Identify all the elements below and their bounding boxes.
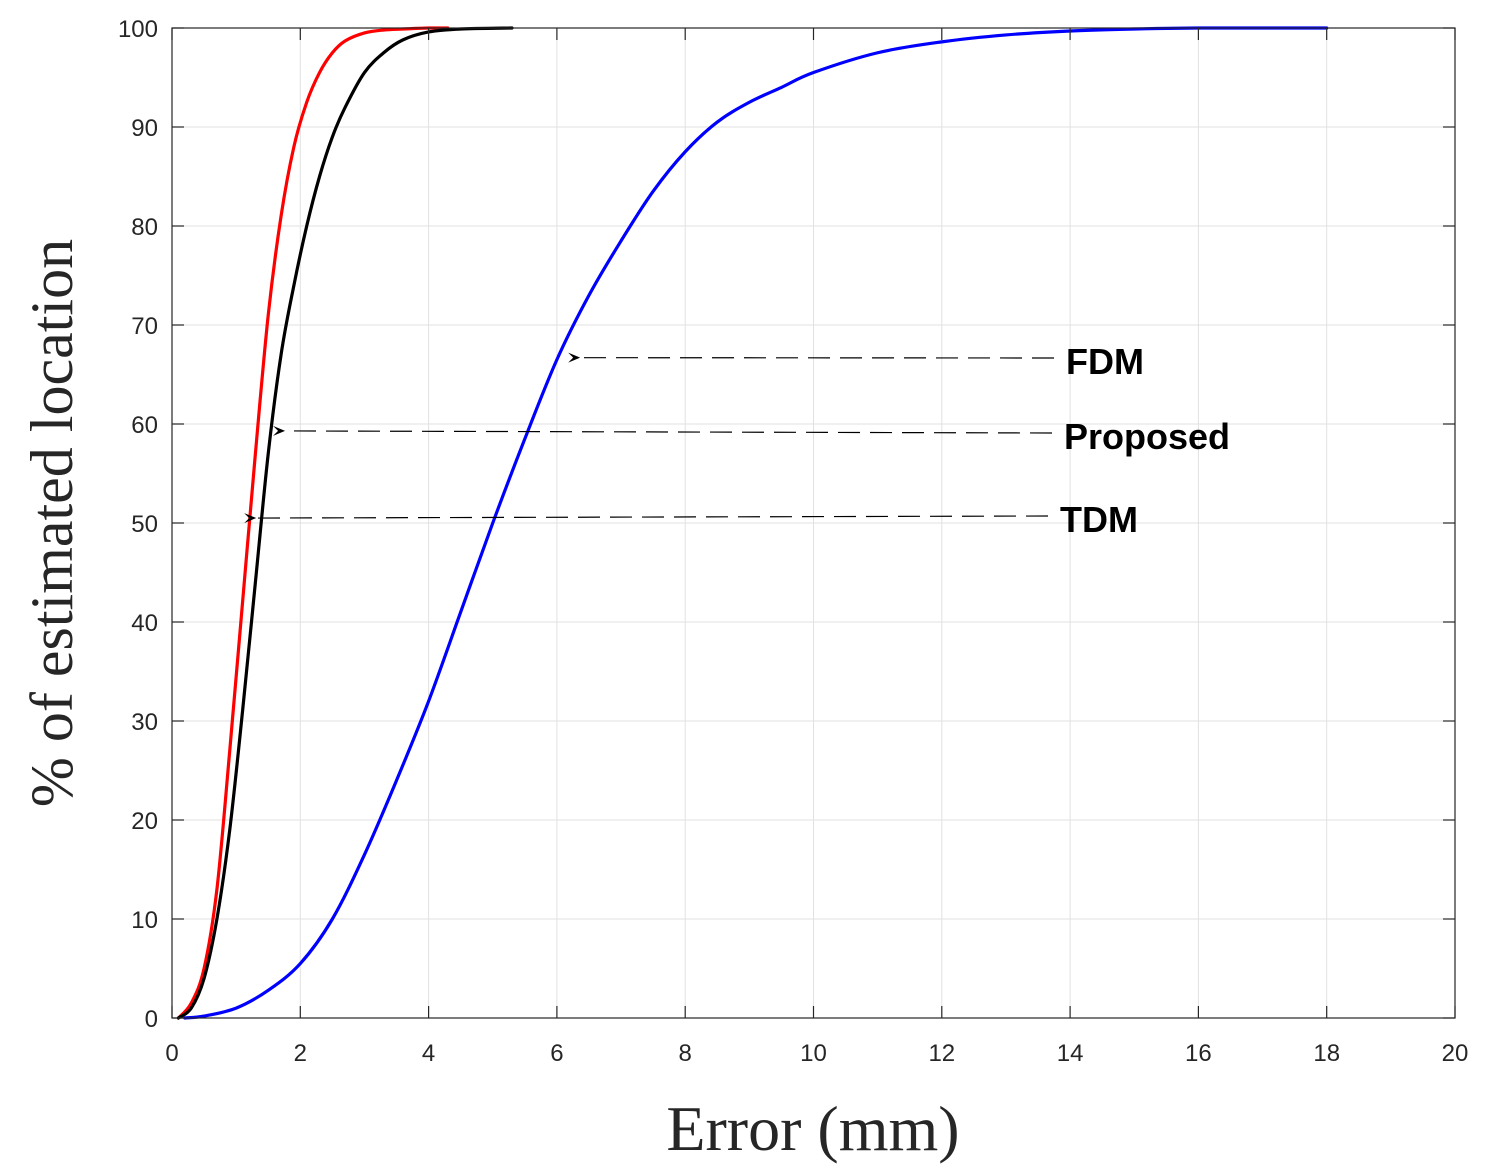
y-tick-label: 10 — [131, 907, 158, 934]
x-tick-label: 8 — [679, 1040, 692, 1067]
y-tick-label: 100 — [118, 16, 158, 43]
x-tick-label: 6 — [550, 1040, 563, 1067]
annotation-label-tdm: TDM — [1060, 499, 1138, 540]
x-tick-label: 20 — [1442, 1040, 1469, 1067]
y-tick-label: 0 — [145, 1006, 158, 1033]
axis-ticks: 0 2 4 6 8 10 12 14 16 18 20 0 10 20 30 40 50 60 70 80 90 100 — [118, 16, 1468, 1067]
x-axis-title: Error (mm) — [666, 1093, 959, 1164]
series-line-fdm — [183, 26, 1329, 1020]
series-lines — [176, 26, 1329, 1020]
x-tick-label: 18 — [1313, 1040, 1340, 1067]
y-tick-label: 60 — [131, 412, 158, 439]
x-tick-label: 10 — [800, 1040, 827, 1067]
y-tick-label: 70 — [131, 313, 158, 340]
x-tick-label: 16 — [1185, 1040, 1212, 1067]
y-tick-label: 20 — [131, 808, 158, 835]
y-tick-label: 30 — [131, 709, 158, 736]
y-tick-label: 80 — [131, 214, 158, 241]
annotation-label-fdm: FDM — [1066, 341, 1144, 382]
y-tick-label: 90 — [131, 115, 158, 142]
y-tick-label: 40 — [131, 610, 158, 637]
annotations: FDM Proposed TDM — [244, 341, 1230, 540]
annotation-label-proposed: Proposed — [1064, 416, 1230, 457]
series-line-proposed — [176, 26, 514, 1020]
series-line-tdm — [176, 26, 450, 1020]
y-axis-title: % of estimated location — [19, 239, 85, 807]
annotation-arrow-tdm — [244, 513, 1049, 524]
x-tick-label: 2 — [294, 1040, 307, 1067]
x-tick-label: 4 — [422, 1040, 435, 1067]
x-tick-label: 12 — [928, 1040, 955, 1067]
y-tick-label: 50 — [131, 511, 158, 538]
x-tick-label: 0 — [165, 1040, 178, 1067]
x-tick-label: 14 — [1057, 1040, 1084, 1067]
